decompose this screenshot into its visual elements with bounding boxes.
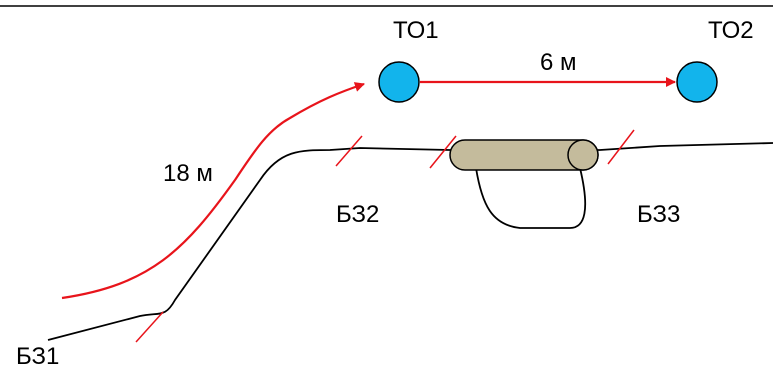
zone-label-bz3: БЗ3: [637, 201, 680, 228]
cable-line: [47, 142, 773, 341]
zone-marker-bz2-right: [429, 135, 457, 169]
route-line-to-to1: [61, 82, 365, 300]
zone-marker-bz2-left: [335, 135, 363, 167]
zone-label-bz1: БЗ1: [16, 343, 59, 368]
zone-label-bz2: БЗ2: [336, 201, 379, 228]
zone-marker-bz3: [607, 129, 635, 165]
node-label-to1: ТО1: [393, 17, 439, 44]
node-to2: [676, 61, 718, 103]
cable-loop: [475, 167, 587, 229]
node-to1: [378, 61, 420, 103]
node-label-to2: ТО2: [708, 17, 754, 44]
zone-marker-bz1: [135, 311, 164, 343]
coupling-end-cap: [567, 139, 599, 171]
link-length-label-6m: 6 м: [540, 49, 577, 76]
route-length-label-18m: 18 м: [163, 160, 213, 187]
